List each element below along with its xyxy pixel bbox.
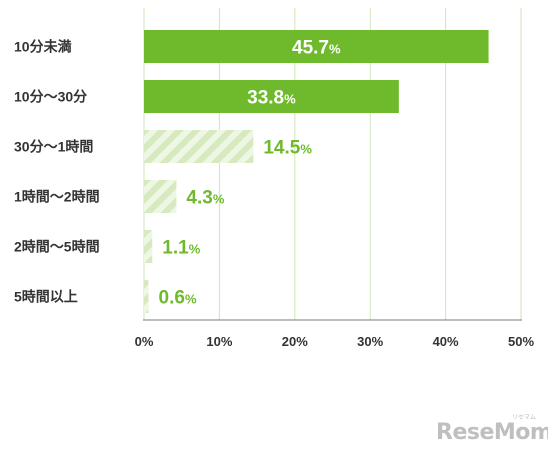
bar <box>144 80 399 113</box>
labels: 0% 10% 20% 30% 40% 50% 10分未満 45.7% 10分〜30分 33.8% 3… <box>14 38 534 350</box>
x-tick-label: 0% <box>135 334 154 349</box>
value-label: 45.7% <box>292 38 341 59</box>
bar <box>144 130 254 163</box>
bar <box>144 30 489 63</box>
category-label: 2時間〜5時間 <box>14 239 100 255</box>
bar <box>144 280 149 313</box>
value-label: 4.3% <box>186 188 224 209</box>
bar <box>144 230 153 263</box>
category-label: 5時間以上 <box>14 289 78 305</box>
value-label: 33.8% <box>247 88 296 109</box>
x-tick-label: 50% <box>508 334 534 349</box>
value-label: 0.6% <box>159 288 197 309</box>
x-tick-label: 10% <box>206 334 232 349</box>
resemom-logo-ruby: リセマム <box>512 414 537 421</box>
resemom-logo: ReseMom <box>436 420 548 445</box>
category-label: 30分〜1時間 <box>14 139 93 155</box>
x-tick-label: 20% <box>282 334 308 349</box>
bar <box>144 180 177 213</box>
value-label: 1.1% <box>162 238 200 259</box>
x-tick-label: 30% <box>357 334 383 349</box>
x-tick-label: 40% <box>433 334 459 349</box>
category-label: 1時間〜2時間 <box>14 189 100 205</box>
value-label: 14.5% <box>263 138 312 159</box>
category-label: 10分〜30分 <box>14 89 87 105</box>
bars <box>144 30 489 313</box>
category-label: 10分未満 <box>14 39 72 55</box>
